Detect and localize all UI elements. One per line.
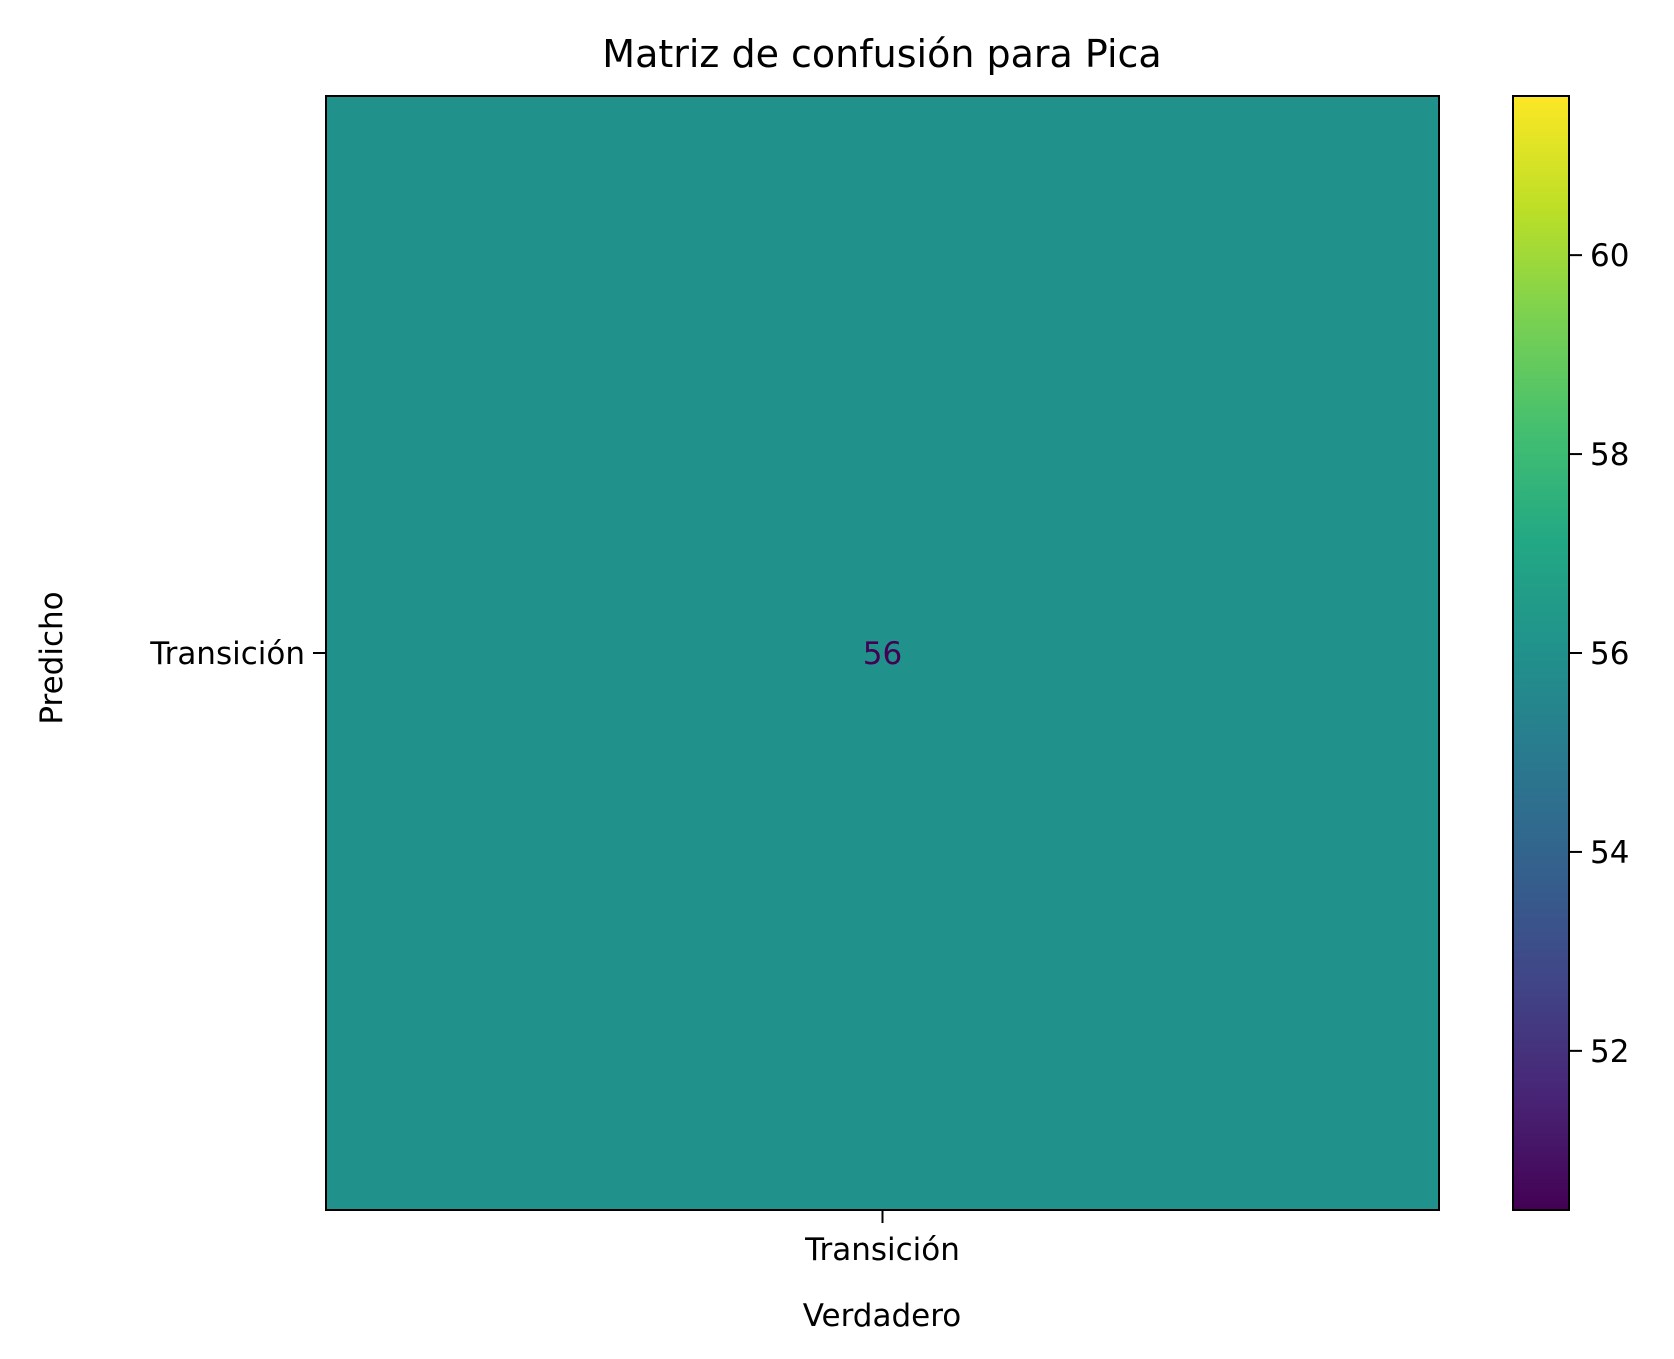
y-tick-label: Transición — [149, 636, 305, 672]
colorbar-tick-label: 60 — [1590, 238, 1629, 274]
colorbar-tick-label: 56 — [1590, 636, 1629, 672]
matrix-cells: 56 — [326, 96, 1439, 1210]
x-axis-ticks: Transición — [804, 1210, 960, 1268]
matrix-cell-value: 56 — [863, 636, 902, 672]
colorbar — [1512, 95, 1570, 1211]
x-tick-label: Transición — [804, 1232, 960, 1268]
colorbar-tick-label: 54 — [1590, 835, 1629, 871]
matrix-cell — [326, 96, 1439, 1210]
colorbar-tick-label: 58 — [1590, 437, 1629, 473]
x-axis-label: Verdadero — [803, 1298, 962, 1334]
y-axis-ticks: Transición — [149, 636, 326, 672]
colorbar-tick-label: 52 — [1590, 1034, 1629, 1070]
chart-title: Matriz de confusión para Pica — [602, 32, 1161, 76]
colorbar-ticks: 52 54 56 58 60 — [1569, 238, 1629, 1070]
y-axis-label: Predicho — [34, 591, 70, 724]
